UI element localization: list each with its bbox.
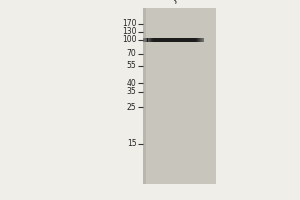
- Bar: [175, 38, 176, 42]
- Bar: [192, 38, 193, 42]
- Bar: [188, 38, 189, 42]
- Text: 170: 170: [122, 19, 136, 28]
- Bar: [180, 38, 181, 42]
- Bar: [171, 38, 172, 42]
- Bar: [151, 38, 152, 42]
- Bar: [173, 38, 174, 42]
- Bar: [187, 38, 188, 42]
- Text: 130: 130: [122, 27, 136, 36]
- Text: 40: 40: [127, 78, 136, 88]
- Bar: [152, 38, 153, 42]
- Bar: [197, 38, 198, 42]
- Bar: [195, 38, 196, 42]
- Bar: [166, 38, 167, 42]
- Text: Jurkat: Jurkat: [169, 0, 198, 4]
- Bar: [184, 38, 185, 42]
- Bar: [163, 38, 164, 42]
- Bar: [203, 38, 204, 42]
- Text: 70: 70: [127, 49, 136, 58]
- Bar: [179, 38, 180, 42]
- Bar: [201, 38, 202, 42]
- Bar: [142, 8, 216, 184]
- Bar: [150, 38, 151, 42]
- Bar: [160, 38, 161, 42]
- Bar: [153, 38, 154, 42]
- Bar: [165, 38, 166, 42]
- Bar: [156, 38, 157, 42]
- Bar: [161, 38, 162, 42]
- Bar: [178, 38, 179, 42]
- Bar: [142, 8, 146, 184]
- Text: 100: 100: [122, 36, 136, 45]
- Bar: [159, 38, 160, 42]
- Text: 35: 35: [127, 87, 136, 96]
- Text: 25: 25: [127, 102, 136, 112]
- Bar: [143, 38, 144, 42]
- Bar: [174, 38, 175, 42]
- Bar: [168, 38, 169, 42]
- Bar: [176, 38, 177, 42]
- Bar: [196, 38, 197, 42]
- Bar: [143, 38, 204, 42]
- Bar: [199, 38, 200, 42]
- Bar: [177, 38, 178, 42]
- Bar: [185, 38, 187, 42]
- Bar: [146, 38, 148, 42]
- Bar: [154, 38, 155, 42]
- Bar: [157, 38, 158, 42]
- Bar: [164, 38, 165, 42]
- Bar: [162, 38, 163, 42]
- Bar: [200, 38, 201, 42]
- Bar: [167, 38, 168, 42]
- Bar: [158, 38, 159, 42]
- Text: 55: 55: [127, 62, 136, 71]
- Bar: [172, 38, 173, 42]
- Bar: [148, 38, 149, 42]
- Bar: [169, 38, 170, 42]
- Bar: [194, 38, 195, 42]
- Bar: [144, 38, 145, 42]
- Bar: [198, 38, 199, 42]
- Bar: [189, 38, 190, 42]
- Bar: [204, 38, 205, 42]
- Bar: [193, 38, 194, 42]
- Bar: [155, 38, 156, 42]
- Bar: [170, 38, 171, 42]
- Bar: [190, 38, 192, 42]
- Bar: [182, 38, 183, 42]
- Text: 15: 15: [127, 140, 136, 148]
- Bar: [202, 38, 203, 42]
